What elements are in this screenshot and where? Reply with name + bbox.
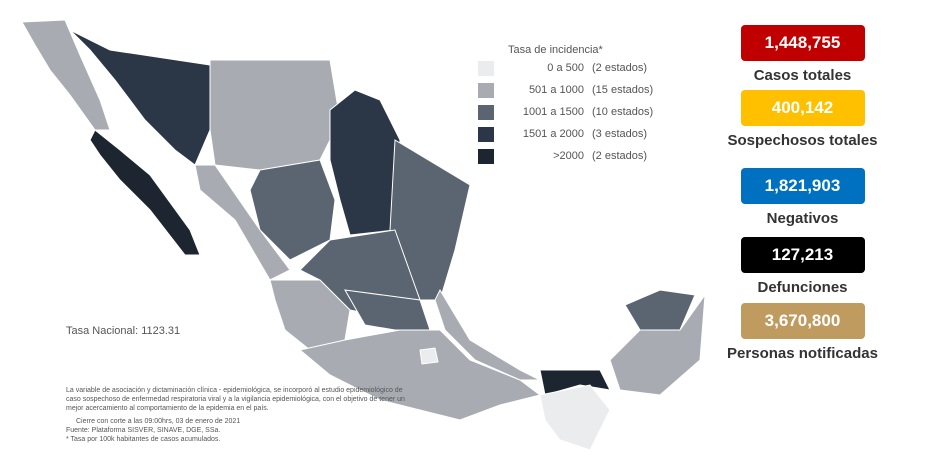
legend-item: 501 a 1000 (15 estados) — [478, 79, 653, 101]
national-rate: Tasa Nacional: 1123.31 — [66, 325, 181, 337]
footnotes: La variable de asociación y dictaminació… — [66, 386, 411, 444]
legend-count: (3 estados) — [592, 128, 648, 140]
stat-value: 1,821,903 — [740, 168, 865, 204]
state-tabasco — [539, 369, 611, 396]
state-coahuila — [329, 89, 401, 236]
note-tasa: * Tasa por 100k habitantes de casos acum… — [66, 436, 221, 443]
stat-label: Sospechosos totales — [727, 132, 878, 149]
legend-item: 0 a 500 (2 estados) — [478, 57, 653, 79]
legend-swatch — [478, 60, 494, 76]
state-cdmx — [419, 347, 439, 365]
legend-count: (15 estados) — [592, 84, 654, 96]
state-veracruz — [434, 288, 541, 381]
note-fuente: Fuente: Plataforma SISVER, SINAVE, DGE, … — [66, 427, 221, 434]
stat-0: 1,448,755 Casos totales — [700, 25, 905, 84]
state-durango — [249, 159, 336, 261]
state-sinaloa — [194, 164, 291, 281]
stat-label: Personas notificadas — [727, 345, 878, 362]
legend-range: 501 a 1000 — [528, 84, 584, 96]
stat-label: Negativos — [766, 210, 839, 227]
legend-swatch — [478, 82, 494, 98]
stat-1: 400,142 Sospechosos totales — [700, 90, 905, 149]
stat-value: 127,213 — [740, 237, 865, 273]
legend-range: 0 a 500 — [547, 62, 584, 74]
note-cierre: Cierre con corte a las 09:00hrs, 03 de e… — [76, 418, 241, 425]
stat-4: 3,670,800 Personas notificadas — [700, 303, 905, 362]
note-text: La variable de asociación y dictaminació… — [66, 387, 405, 412]
legend-swatch — [478, 104, 494, 120]
legend-count: (2 estados) — [592, 150, 648, 162]
legend-swatch — [478, 148, 494, 164]
stat-value: 3,670,800 — [740, 303, 865, 339]
stat-3: 127,213 Defunciones — [700, 237, 905, 296]
stat-label: Casos totales — [753, 67, 852, 84]
mexico-incidence-map — [21, 19, 706, 451]
stat-value: 400,142 — [740, 90, 865, 126]
state-sonora — [69, 29, 211, 166]
state-baja-california-sur — [89, 129, 201, 256]
state-chihuahua — [209, 59, 341, 171]
legend-count: (2 estados) — [592, 62, 648, 74]
stat-value: 1,448,755 — [740, 25, 865, 61]
legend-range: >2000 — [553, 150, 584, 162]
stat-2: 1,821,903 Negativos — [700, 168, 905, 227]
state-campeche-qroo — [609, 293, 706, 396]
state-baja-california — [21, 19, 111, 131]
state-yucatan — [624, 289, 696, 331]
state-south — [298, 329, 542, 421]
legend-swatch — [478, 126, 494, 142]
stat-label: Defunciones — [757, 279, 848, 296]
legend-item: >2000 (2 estados) — [478, 145, 653, 167]
legend-item: 1001 a 1500 (10 estados) — [478, 101, 653, 123]
legend-item: 1501 a 2000 (3 estados) — [478, 123, 653, 145]
legend-range: 1501 a 2000 — [522, 128, 584, 140]
legend-title: Tasa de incidencia* — [508, 44, 603, 56]
legend-count: (10 estados) — [592, 106, 654, 118]
legend: Tasa de incidencia* 0 a 500 (2 estados) 50… — [478, 44, 653, 167]
state-chiapas — [539, 384, 611, 451]
legend-range: 1001 a 1500 — [522, 106, 584, 118]
